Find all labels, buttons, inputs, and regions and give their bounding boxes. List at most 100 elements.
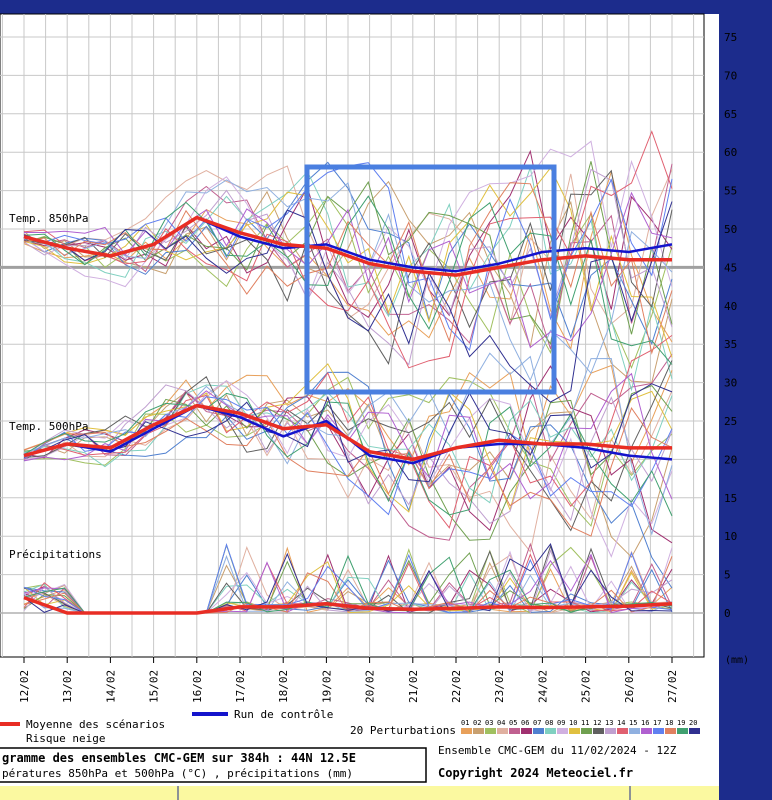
member-color-swatch xyxy=(641,728,652,734)
member-line-850 xyxy=(23,195,673,365)
panel-label-500: Temp. 500hPa xyxy=(9,420,88,433)
right-frame-bar xyxy=(719,0,772,800)
member-id-label: 15 xyxy=(629,719,637,727)
member-color-swatch xyxy=(569,728,580,734)
member-color-swatch xyxy=(593,728,604,734)
member-color-swatch xyxy=(497,728,508,734)
top-frame-bar xyxy=(0,0,772,14)
member-id-label: 07 xyxy=(533,719,541,727)
member-line-500 xyxy=(23,392,673,517)
x-tick-label: 27/02 xyxy=(666,670,679,703)
member-id-label: 16 xyxy=(641,719,649,727)
x-tick-label: 20/02 xyxy=(364,670,377,703)
right-tick-label: 55 xyxy=(724,185,737,198)
member-id-label: 08 xyxy=(545,719,553,727)
member-id-label: 09 xyxy=(557,719,565,727)
panel-label-precip: Précipitations xyxy=(9,548,102,561)
member-color-swatch xyxy=(485,728,496,734)
member-line-500 xyxy=(23,353,673,541)
member-id-label: 18 xyxy=(665,719,673,727)
member-id-label: 01 xyxy=(461,719,469,727)
member-id-label: 14 xyxy=(617,719,625,727)
member-line-850 xyxy=(23,161,673,346)
legend: Moyenne des scénarios Risque neige Run d… xyxy=(0,708,700,745)
member-color-swatch xyxy=(461,728,472,734)
x-tick-label: 22/02 xyxy=(450,670,463,703)
member-id-label: 05 xyxy=(509,719,517,727)
right-tick-label: 15 xyxy=(724,492,737,505)
unit-label: (mm) xyxy=(725,655,749,666)
right-tick-label: 30 xyxy=(724,377,737,390)
member-line-500 xyxy=(23,384,673,504)
member-line-850 xyxy=(23,169,673,365)
copyright: Copyright 2024 Meteociel.fr xyxy=(438,766,633,780)
x-tick-label: 12/02 xyxy=(18,670,31,703)
member-id-label: 03 xyxy=(485,719,493,727)
member-id-label: 02 xyxy=(473,719,481,727)
member-color-swatch xyxy=(689,728,700,734)
member-line-850 xyxy=(23,140,673,300)
x-tick-label: 23/02 xyxy=(493,670,506,703)
x-tick-label: 15/02 xyxy=(148,670,161,703)
member-id-label: 20 xyxy=(689,719,697,727)
member-line-500 xyxy=(23,384,673,524)
right-tick-label: 65 xyxy=(724,108,737,121)
member-legend: 01 02 03 04 05 06 07 08 09 10 11 12 13 14 15 16 17 18 19 20 xyxy=(461,719,700,734)
member-line-500 xyxy=(23,363,673,513)
member-color-swatch xyxy=(521,728,532,734)
member-id-label: 10 xyxy=(569,719,577,727)
right-tick-label: 45 xyxy=(724,261,737,274)
x-tick-label: 26/02 xyxy=(623,670,636,703)
member-line-850 xyxy=(23,130,673,369)
member-color-swatch xyxy=(545,728,556,734)
right-tick-label: 25 xyxy=(724,415,737,428)
member-line-500 xyxy=(23,334,673,529)
member-line-500 xyxy=(23,360,673,532)
member-id-label: 06 xyxy=(521,719,529,727)
highlight-box xyxy=(304,164,557,395)
member-line-500 xyxy=(23,380,673,558)
member-color-swatch xyxy=(509,728,520,734)
member-line-850 xyxy=(23,165,673,327)
right-tick-label: 10 xyxy=(724,530,737,543)
x-tick-label: 17/02 xyxy=(234,670,247,703)
member-id-label: 11 xyxy=(581,719,589,727)
bottom-yellow-strip xyxy=(0,786,772,800)
date-axis-ticks: 12/02 13/02 14/02 15/02 16/02 17/02 18/02 19/02… xyxy=(18,657,679,703)
member-line-850 xyxy=(24,191,673,349)
member-line-850 xyxy=(23,179,673,382)
legend-mean-label: Moyenne des scénarios xyxy=(26,718,165,731)
member-line-500 xyxy=(23,371,673,589)
member-color-swatch xyxy=(605,728,616,734)
member-line-500 xyxy=(23,407,673,537)
mean-line-precip xyxy=(23,595,673,615)
axis-gutter xyxy=(704,14,719,786)
footer-title-box xyxy=(0,747,427,783)
member-color-swatch xyxy=(533,728,544,734)
member-color-swatch xyxy=(653,728,664,734)
x-tick-label: 18/02 xyxy=(277,670,290,703)
member-line-500 xyxy=(23,396,673,516)
panel-labels: Temp. 850hPa Temp. 500hPa Précipitations xyxy=(9,212,102,561)
x-tick-label: 14/02 xyxy=(104,670,117,703)
legend-perturbations-label: 20 Perturbations xyxy=(350,724,456,737)
member-color-swatch xyxy=(617,728,628,734)
footer-title: gramme des ensembles CMC-GEM sur 384h : … xyxy=(2,751,356,765)
member-id-label: 17 xyxy=(653,719,661,727)
mean-line-850 xyxy=(23,215,672,277)
mean-and-control-lines xyxy=(23,215,673,615)
member-id-label: 04 xyxy=(497,719,505,727)
right-tick-label: 5 xyxy=(724,569,731,582)
right-tick-label: 60 xyxy=(724,146,737,159)
member-id-label: 12 xyxy=(593,719,601,727)
panel-label-850: Temp. 850hPa xyxy=(9,212,88,225)
right-tick-label: 20 xyxy=(724,453,737,466)
member-color-swatch xyxy=(677,728,688,734)
right-tick-label: 35 xyxy=(724,338,737,351)
x-tick-label: 24/02 xyxy=(536,670,549,703)
mean-line-500 xyxy=(23,403,672,462)
right-tick-label: 70 xyxy=(724,69,737,82)
member-id-label: 19 xyxy=(677,719,685,727)
x-tick-label: 16/02 xyxy=(191,670,204,703)
